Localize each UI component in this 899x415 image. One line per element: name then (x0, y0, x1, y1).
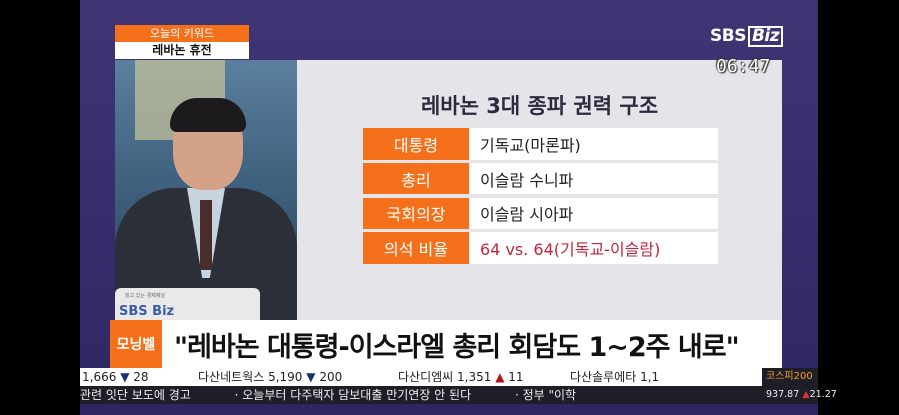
down-arrow-icon: ▼ (306, 370, 316, 384)
keyword-value: 레바논 휴전 (115, 42, 249, 59)
headline-text: "레바논 대통령-이스라엘 총리 회담도 1~2주 내로" (174, 331, 740, 363)
kospi-change: 21.27 (809, 389, 837, 400)
news-item: · 오늘부터 다주택자 담보대출 만기연장 안 된다 (234, 388, 472, 402)
row-value: 기독교(마론파) (470, 128, 718, 160)
up-arrow-icon: ▲ (495, 370, 505, 384)
stock-change: 28 (133, 370, 149, 384)
panel-title: 레바논 3대 종파 권력 구조 (420, 94, 659, 118)
logo-sbs: SBS (710, 26, 746, 46)
row-value: 이슬람 수니파 (470, 162, 718, 195)
laptop-slogan: 읽고 있는 경제채널 (125, 293, 165, 299)
anchor-hair (170, 98, 246, 132)
stock-change: 200 (319, 370, 343, 384)
table-row: 대통령 기독교(마론파) (363, 128, 718, 160)
row-value: 64 vs. 64(기독교-이슬람) (470, 232, 718, 264)
stock-price: 5,190 (268, 370, 303, 384)
stock-name: 다산네트웍스 (198, 370, 265, 384)
up-arrow-icon: ▲ (802, 389, 810, 400)
broadcast-frame: 읽고 있는 경제채널 SBS Biz 오늘의 키워드 레바논 휴전 SBS Biz… (80, 0, 837, 415)
laptop: 읽고 있는 경제채널 SBS Biz (115, 288, 260, 322)
headline-bar: 모닝벨 "레바논 대통령-이스라엘 총리 회담도 1~2주 내로" (110, 320, 782, 368)
stock-item: 다산디엠씨 1,351 ▲ 11 (398, 368, 524, 386)
kospi-name: 코스피200 (766, 371, 813, 382)
row-key: 대통령 (363, 128, 469, 160)
stock-item: 다산네트웍스 5,190 ▼ 200 (198, 368, 342, 386)
anchor-tie (200, 200, 212, 270)
table-row: 총리 이슬람 수니파 (363, 162, 718, 195)
kospi-value: 937.87 (766, 389, 800, 400)
kospi-value-line: 937.87 ▲21.27 (766, 386, 837, 404)
stock-ticker: 1,666 ▼ 28 다산네트웍스 5,190 ▼ 200 다산디엠씨 1,35… (80, 368, 762, 386)
stock-item: 1,666 ▼ 28 (82, 368, 149, 386)
stock-price: 1,666 (82, 370, 117, 384)
down-arrow-icon: ▼ (120, 370, 130, 384)
news-item: 관련 잇단 보도에 경고 (80, 388, 191, 402)
news-item: · 정부 "이학 (514, 388, 577, 402)
laptop-logo: SBS Biz (119, 304, 175, 319)
stock-change: 11 (508, 370, 524, 384)
stock-name: 다산솔루에타 (570, 370, 637, 384)
kospi-box: 코스피200 937.87 ▲21.27 (762, 368, 837, 404)
keyword-box: 오늘의 키워드 레바논 휴전 (115, 25, 249, 59)
logo-biz: Biz (747, 26, 784, 47)
program-badge: 모닝벨 (110, 320, 162, 368)
row-key: 의석 비율 (363, 232, 469, 264)
stock-price: 1,1 (640, 370, 660, 384)
row-key: 국회의장 (363, 197, 469, 230)
row-value: 이슬람 시아파 (470, 197, 718, 230)
table-row: 국회의장 이슬람 시아파 (363, 197, 718, 230)
keyword-label: 오늘의 키워드 (115, 25, 249, 42)
row-key: 총리 (363, 162, 469, 195)
stock-item: 다산솔루에타 1,1 (570, 368, 659, 386)
stock-name: 다산디엠씨 (398, 370, 454, 384)
info-panel: 레바논 3대 종파 권력 구조 대통령 기독교(마론파) 총리 이슬람 수니파 국회… (297, 60, 782, 322)
stock-price: 1,351 (457, 370, 492, 384)
channel-logo: SBS Biz (710, 26, 784, 47)
news-ticker: 관련 잇단 보도에 경고 · 오늘부터 다주택자 담보대출 만기연장 안 된다 … (80, 386, 762, 404)
power-structure-table: 대통령 기독교(마론파) 총리 이슬람 수니파 국회의장 이슬람 시아파 의석 비율 6… (363, 128, 718, 267)
clock: 06:47 (716, 56, 771, 77)
anchor-video: 읽고 있는 경제채널 SBS Biz (115, 60, 297, 322)
table-row: 의석 비율 64 vs. 64(기독교-이슬람) (363, 232, 718, 264)
